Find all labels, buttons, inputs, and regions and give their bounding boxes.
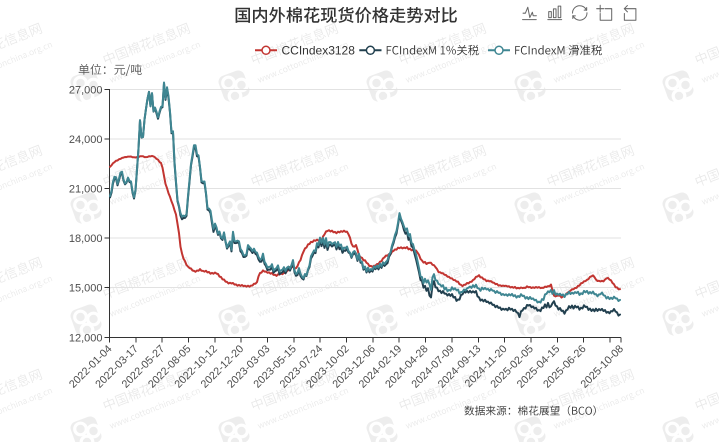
svg-text:15,000: 15,000 — [69, 283, 103, 295]
svg-text:12,000: 12,000 — [69, 332, 103, 344]
svg-text:21,000: 21,000 — [69, 184, 103, 196]
svg-text:27,000: 27,000 — [69, 85, 103, 97]
svg-text:24,000: 24,000 — [69, 134, 103, 146]
svg-text:CCIndex3128: CCIndex3128 — [282, 44, 356, 58]
svg-text:18,000: 18,000 — [69, 233, 103, 245]
